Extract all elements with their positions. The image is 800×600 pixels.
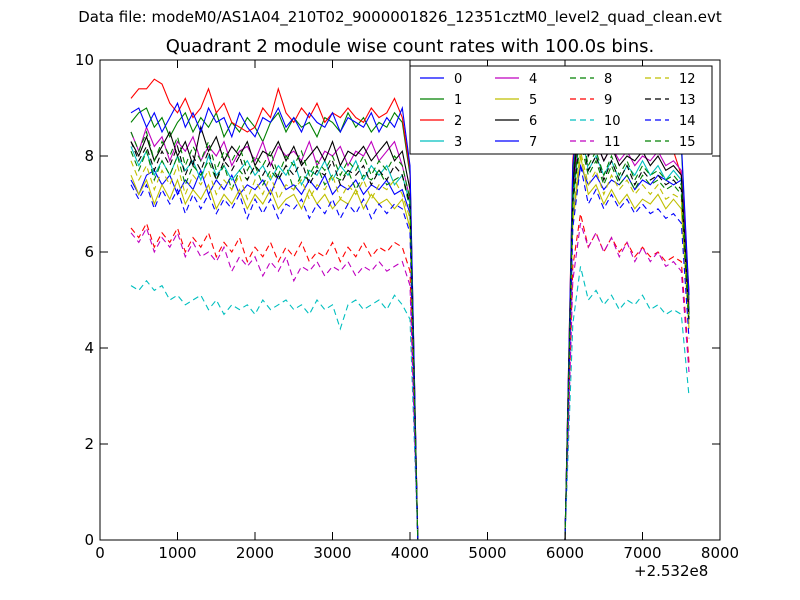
legend-label-13: 13 — [679, 93, 696, 108]
x-tick-label: 1000 — [158, 544, 196, 562]
x-tick-label: 3000 — [313, 544, 351, 562]
legend-label-7: 7 — [529, 135, 537, 150]
series-line-11 — [130, 223, 690, 540]
series-line-12 — [130, 151, 690, 540]
series-line-14 — [130, 165, 690, 540]
legend-label-12: 12 — [679, 72, 696, 87]
legend-label-6: 6 — [529, 114, 537, 129]
y-tick-label: 8 — [84, 147, 94, 165]
legend-label-1: 1 — [454, 93, 462, 108]
legend-label-11: 11 — [604, 135, 621, 150]
y-tick-label: 4 — [84, 339, 94, 357]
x-tick-label: 2000 — [236, 544, 274, 562]
y-tick-label: 6 — [84, 243, 94, 261]
x-tick-label: 5000 — [468, 544, 506, 562]
series-line-7 — [130, 88, 690, 540]
legend-label-3: 3 — [454, 135, 462, 150]
y-tick-label: 2 — [84, 435, 94, 453]
chart-title: Quadrant 2 module wise count rates with … — [165, 36, 655, 57]
series-line-9 — [130, 213, 690, 540]
y-tick-label: 10 — [75, 51, 94, 69]
legend-label-14: 14 — [679, 114, 696, 129]
legend-label-10: 10 — [604, 114, 621, 129]
legend-label-9: 9 — [604, 93, 612, 108]
y-tick-label: 0 — [84, 531, 94, 549]
x-tick-label: 4000 — [391, 544, 429, 562]
figure-suptitle: Data file: modeM0/AS1A04_210T02_90000018… — [78, 8, 722, 26]
x-tick-label: 6000 — [546, 544, 584, 562]
x-tick-label: 8000 — [701, 544, 739, 562]
legend-box — [409, 65, 713, 155]
legend-label-15: 15 — [679, 135, 696, 150]
x-tick-label: 7000 — [623, 544, 661, 562]
series-line-10 — [130, 266, 690, 540]
x-axis-offset-label: +2.532e8 — [634, 562, 709, 580]
legend-label-8: 8 — [604, 72, 612, 87]
legend-label-0: 0 — [454, 72, 462, 87]
x-tick-label: 0 — [95, 544, 105, 562]
legend-label-2: 2 — [454, 114, 462, 129]
legend-label-5: 5 — [529, 93, 537, 108]
legend-label-4: 4 — [529, 72, 537, 87]
